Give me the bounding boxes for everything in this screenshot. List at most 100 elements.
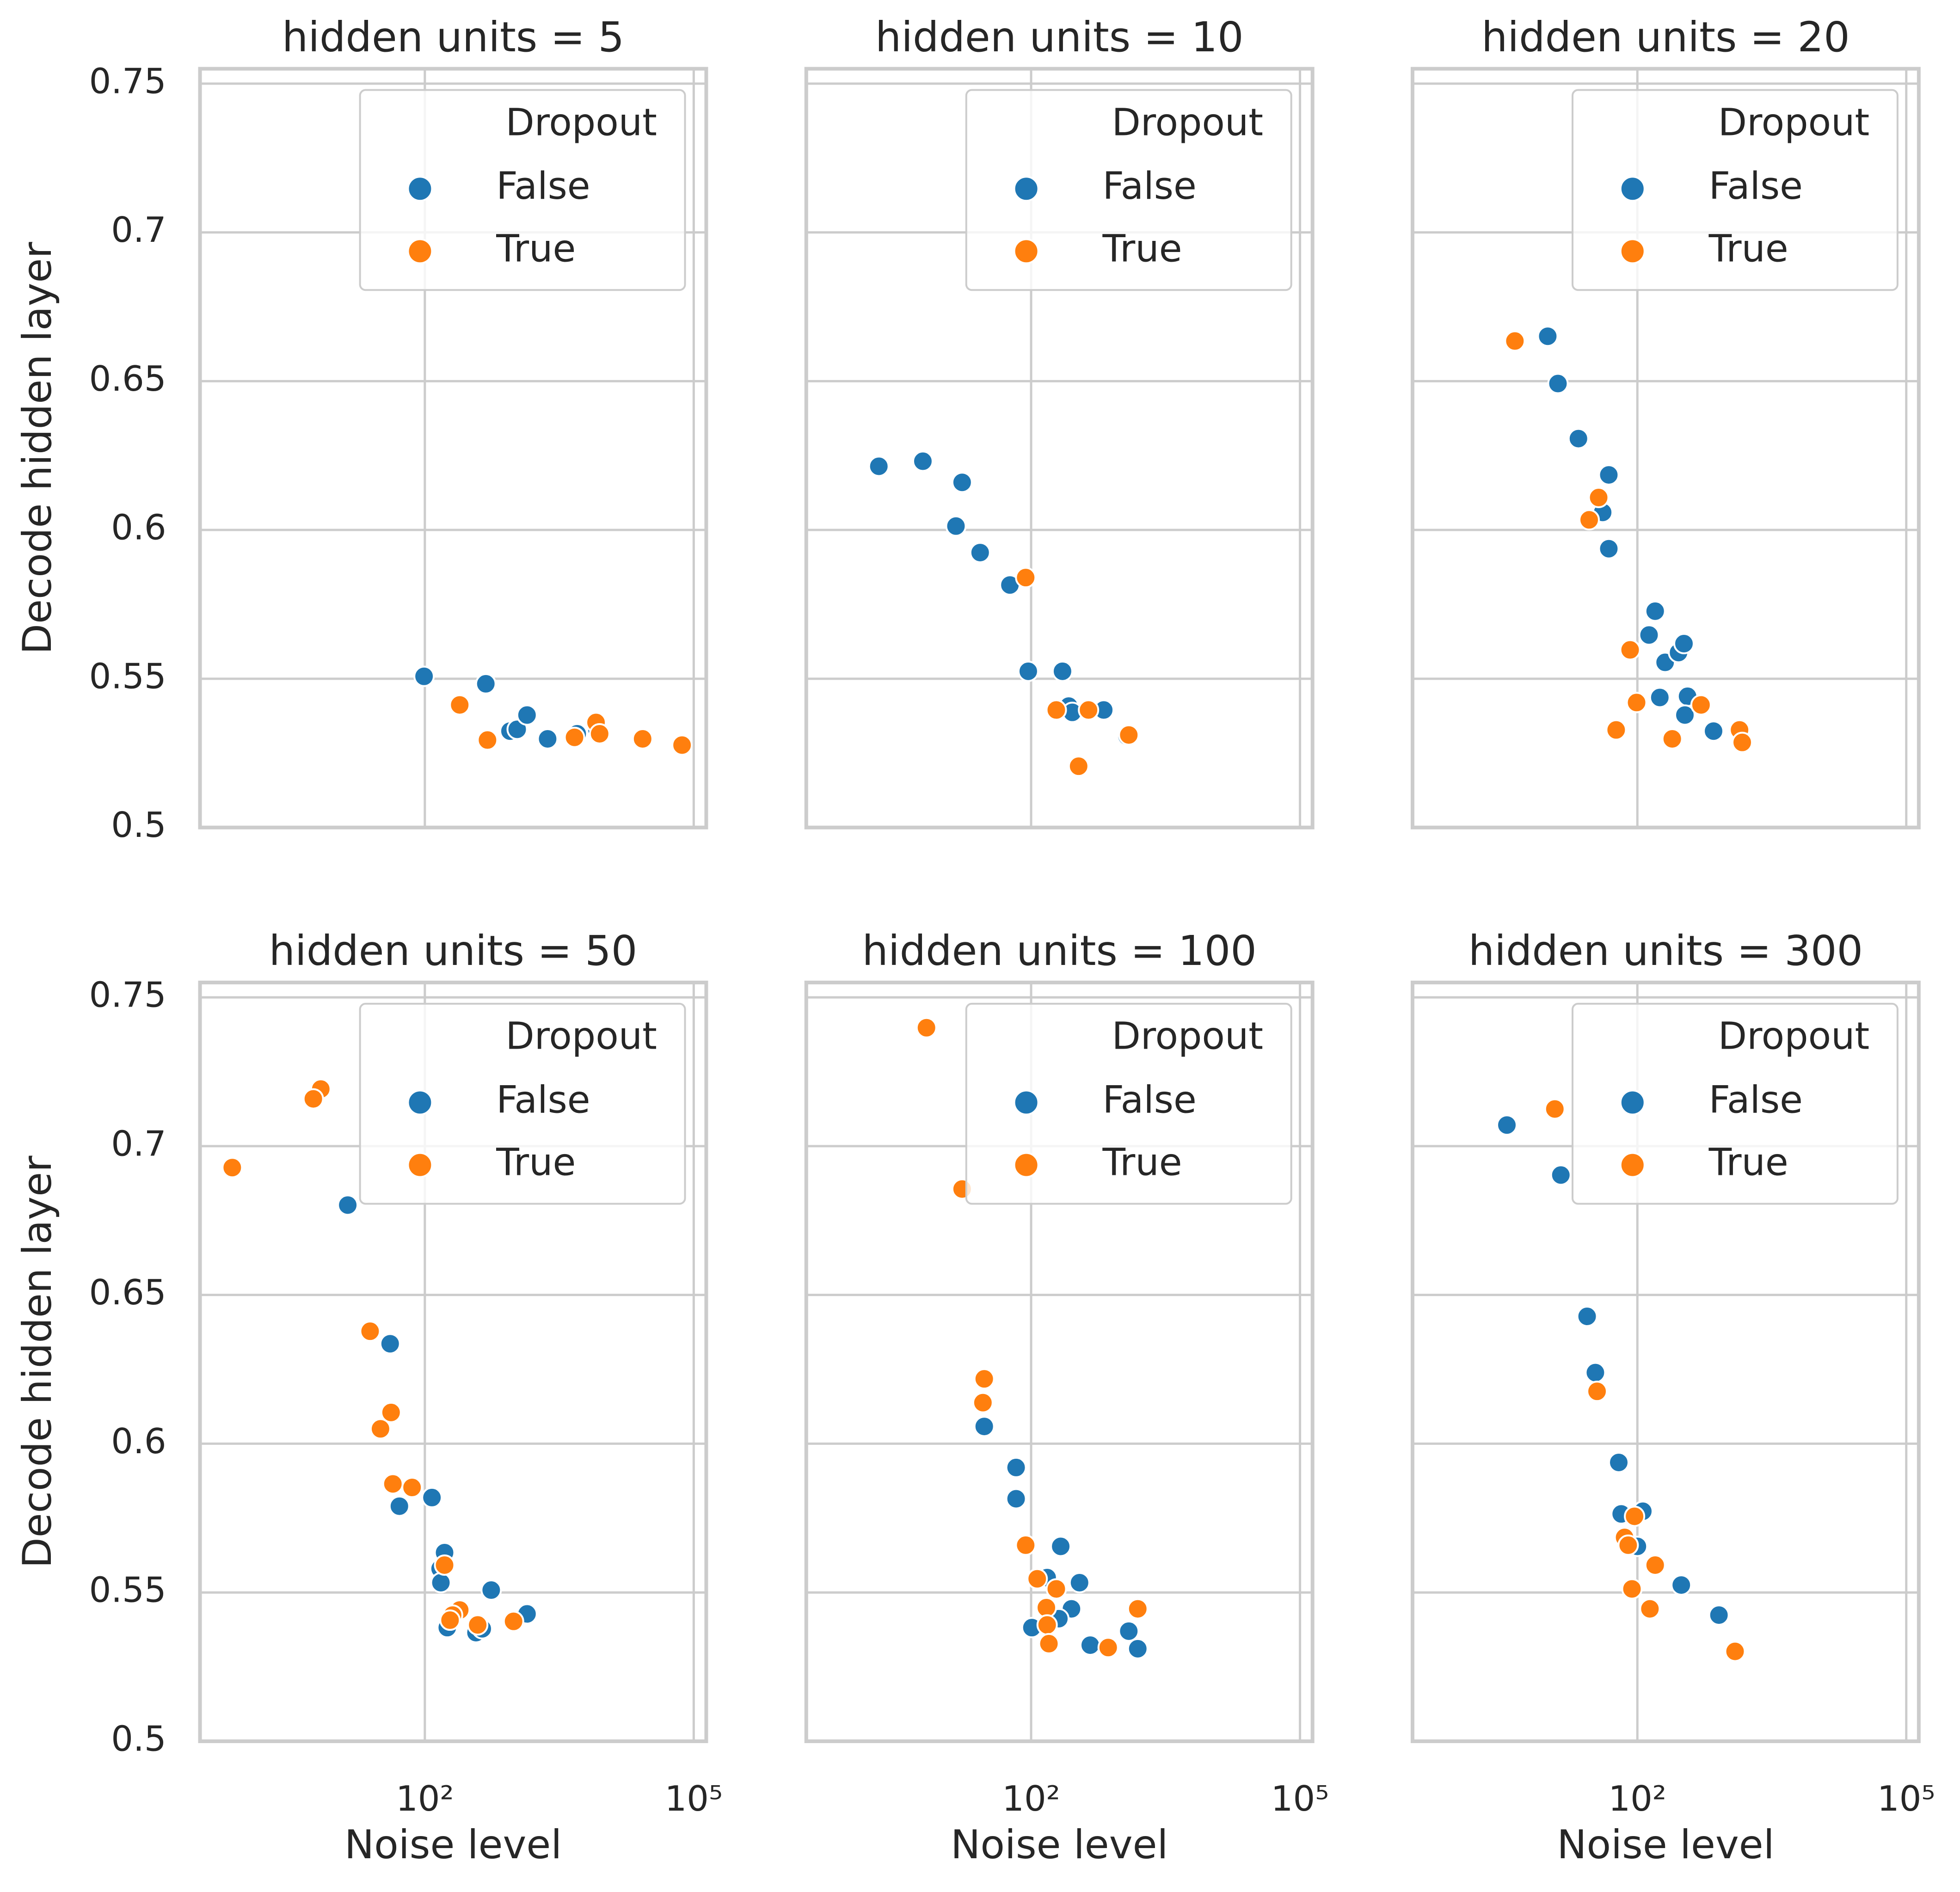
y-tick-label: 0.5 (111, 1718, 166, 1759)
legend-marker (1013, 1089, 1039, 1116)
scatter-point (915, 1017, 937, 1038)
x-tick-label: 10⁵ (1271, 1778, 1329, 1819)
scatter-point (1671, 1574, 1692, 1596)
y-tick-label: 0.55 (89, 656, 166, 696)
scatter-point (1732, 731, 1753, 753)
legend-label: True (1708, 227, 1788, 270)
legend-label: False (1709, 1078, 1803, 1122)
scatter-point (1639, 1598, 1661, 1620)
axes-frame (1410, 980, 1921, 1743)
scatter-point (868, 455, 890, 477)
legend-title: Dropout (505, 101, 657, 144)
legend-marker (1013, 176, 1039, 202)
scatter-point (1550, 1164, 1572, 1186)
subplot-title: hidden units = 300 (1468, 927, 1863, 975)
subplot: hidden units = 20 Dropout False True (1410, 13, 1921, 829)
y-tick-label: 0.55 (89, 1570, 166, 1610)
scatter-point (1708, 1604, 1730, 1626)
scatter-point (671, 734, 693, 756)
legend-title: Dropout (1112, 101, 1264, 144)
legend: Dropout False True (359, 1002, 686, 1205)
legend-label: False (496, 1078, 590, 1122)
scatter-point (1690, 694, 1712, 716)
scatter-point (1078, 699, 1100, 721)
legend-frame (965, 89, 1292, 291)
scatter-point (912, 450, 934, 472)
subplot: hidden units = 10 Dropout False True (804, 13, 1315, 829)
subplot-title: hidden units = 20 (1481, 13, 1850, 61)
legend-title: Dropout (505, 1015, 657, 1058)
legend-marker (407, 176, 433, 202)
scatter-point (1017, 660, 1039, 682)
scatter-point (632, 728, 653, 749)
scatter-point (221, 1157, 243, 1179)
scatter-point (1586, 1381, 1608, 1402)
scatter-point (564, 726, 585, 748)
scatter-point (969, 542, 991, 564)
scatter-point (480, 1579, 502, 1601)
x-tick-label: 10⁵ (665, 1778, 723, 1819)
legend-marker (407, 1089, 433, 1116)
scatter-point (503, 1610, 524, 1632)
scatter-point (1598, 538, 1620, 559)
scatter-point (359, 1321, 381, 1342)
scatter-point (537, 728, 559, 749)
subplot: 0.5 0.55 0.6 0.65 0.7 0.75 hidden units = 5 Dec… (14, 13, 708, 845)
y-tick-label: 0.6 (111, 1421, 166, 1462)
legend-marker (1619, 238, 1646, 264)
legend-label: False (1709, 165, 1803, 208)
legend-frame (1572, 1002, 1899, 1205)
y-tick-label: 0.75 (89, 975, 166, 1015)
scatter-point (1097, 1637, 1119, 1659)
scatter-point (1638, 624, 1660, 646)
scatter-point (1045, 699, 1067, 721)
legend-label: True (496, 1141, 576, 1185)
scatter-point (434, 1554, 455, 1576)
y-tick-label: 0.75 (89, 61, 166, 101)
legend-marker (1619, 1152, 1646, 1178)
legend-label: True (1102, 1141, 1182, 1185)
scatter-point (401, 1477, 423, 1499)
legend-label: False (1102, 1078, 1196, 1122)
x-tick-label: 10² (1002, 1778, 1060, 1819)
y-tick-label: 0.5 (111, 805, 166, 845)
x-tick-label: 10⁵ (1877, 1778, 1935, 1819)
scatter-point (439, 1609, 461, 1631)
scatter-point (1068, 756, 1089, 777)
legend-marker (1013, 238, 1039, 264)
axes-frame (198, 980, 708, 1743)
scatter-point (1038, 1633, 1060, 1654)
scatter-point (467, 1614, 489, 1636)
y-tick-label: 0.7 (111, 1123, 166, 1164)
scatter-point (477, 729, 498, 751)
x-tick-label: 10² (1608, 1778, 1666, 1819)
scatter-point (1624, 1505, 1646, 1527)
scatter-point (1617, 1534, 1639, 1556)
scatter-point (1015, 567, 1037, 589)
scatter-point (1069, 1572, 1090, 1593)
subplot: 0.5 0.55 0.6 0.65 0.7 0.75 10² 10⁵ hidden units … (14, 927, 723, 1868)
scatter-point (1544, 1098, 1566, 1120)
scatter-point (388, 1495, 410, 1517)
scatter-point (1045, 1578, 1067, 1600)
legend-label: True (496, 227, 576, 270)
axes-frame (804, 980, 1315, 1743)
y-tick-label: 0.6 (111, 507, 166, 548)
legend-label: True (1708, 1141, 1788, 1185)
scatter-point (413, 665, 435, 687)
scatter-point (382, 1473, 404, 1495)
legend: Dropout False True (1572, 89, 1899, 291)
subplot-title: hidden units = 10 (875, 13, 1244, 61)
scatter-point (379, 1333, 401, 1355)
scatter-point (1026, 1568, 1048, 1590)
scatter-point (1005, 1456, 1027, 1478)
scatter-point (973, 1368, 995, 1390)
scatter-point (430, 1572, 452, 1593)
scatter-point (337, 1194, 359, 1216)
scatter-point (973, 1416, 995, 1437)
scatter-point (1605, 719, 1627, 741)
legend-frame (359, 89, 686, 291)
scatter-point (369, 1418, 391, 1440)
scatter-point (506, 719, 528, 740)
